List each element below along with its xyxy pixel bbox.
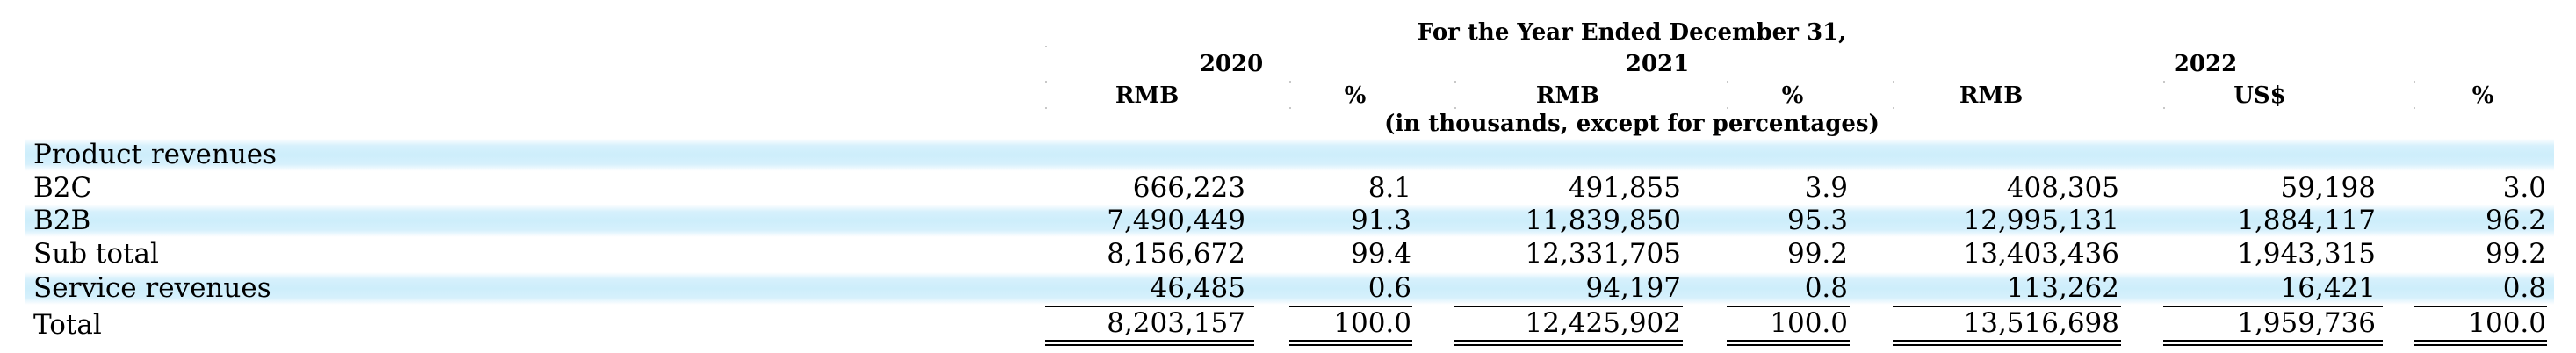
row-label-b2b: B2B — [33, 205, 91, 236]
header-divider-dot — [1454, 81, 1456, 83]
header-divider-dot — [1045, 81, 1047, 83]
cell-service-pct-2022: 0.8 — [2502, 272, 2546, 304]
header-divider-dot — [1289, 81, 1291, 83]
cell-service-rmb-2021: 94,197 — [1585, 272, 1681, 304]
cell-total-pct-2022: 100.0 — [2468, 307, 2546, 339]
cell-b2c-pct-2022: 3.0 — [2502, 172, 2546, 204]
row-label-total: Total — [33, 309, 102, 341]
total-double-rule — [2163, 340, 2383, 342]
header-divider-dot — [1045, 107, 1047, 109]
cell-subtotal-pct-2020: 99.4 — [1350, 238, 1411, 270]
col-head-usd-2022: US$ — [2233, 83, 2286, 109]
row-label-sub-total: Sub total — [33, 238, 159, 270]
cell-b2c-rmb-2022: 408,305 — [2006, 172, 2119, 204]
cell-total-rmb-2021: 12,425,902 — [1525, 307, 1682, 339]
col-head-pct-2022: % — [2471, 83, 2494, 109]
subtotal-rule — [1727, 306, 1850, 307]
cell-subtotal-pct-2021: 99.2 — [1786, 238, 1848, 270]
year-2021-heading: 2021 — [1625, 51, 1690, 77]
header-divider-dot — [2414, 81, 2415, 83]
cell-total-usd-2022: 1,959,736 — [2237, 307, 2376, 339]
cell-b2b-rmb-2021: 11,839,850 — [1525, 205, 1682, 236]
cell-service-pct-2020: 0.6 — [1367, 272, 1411, 304]
cell-subtotal-pct-2022: 99.2 — [2485, 238, 2546, 270]
cell-total-rmb-2020: 8,203,157 — [1107, 307, 1245, 339]
col-head-pct-2020: % — [1344, 83, 1367, 109]
total-double-rule — [2414, 340, 2547, 342]
cell-subtotal-rmb-2022: 13,403,436 — [1963, 238, 2120, 270]
cell-service-usd-2022: 16,421 — [2280, 272, 2376, 304]
cell-b2c-pct-2021: 3.9 — [1804, 172, 1848, 204]
total-double-rule — [1289, 340, 1412, 342]
header-divider-dot — [1727, 81, 1728, 83]
total-double-rule — [1045, 340, 1254, 342]
subtotal-rule — [1289, 306, 1412, 307]
subtotal-rule — [2163, 306, 2383, 307]
row-label-product-revenues: Product revenues — [33, 139, 278, 170]
subtotal-rule — [1454, 306, 1683, 307]
units-note: (in thousands, except for percentages) — [1384, 111, 1880, 137]
cell-b2b-rmb-2022: 12,995,131 — [1963, 205, 2120, 236]
total-double-rule — [2414, 344, 2547, 346]
header-divider-dot — [2163, 107, 2165, 109]
subtotal-rule — [1045, 306, 1254, 307]
cell-b2b-usd-2022: 1,884,117 — [2237, 205, 2376, 236]
total-double-rule — [1454, 344, 1683, 346]
total-double-rule — [1893, 340, 2121, 342]
row-band — [25, 139, 2554, 171]
year-2020-heading: 2020 — [1199, 51, 1264, 77]
cell-subtotal-rmb-2020: 8,156,672 — [1107, 238, 1245, 270]
row-band — [25, 272, 2554, 305]
cell-b2b-pct-2022: 96.2 — [2485, 205, 2546, 236]
cell-total-pct-2020: 100.0 — [1333, 307, 1411, 339]
total-double-rule — [1727, 344, 1850, 346]
total-double-rule — [1045, 344, 1254, 346]
cell-total-rmb-2022: 13,516,698 — [1963, 307, 2120, 339]
cell-subtotal-usd-2022: 1,943,315 — [2237, 238, 2376, 270]
row-band — [25, 205, 2554, 237]
cell-b2c-rmb-2020: 666,223 — [1132, 172, 1245, 204]
subtotal-rule — [2414, 306, 2547, 307]
row-label-b2c: B2C — [33, 172, 92, 204]
cell-subtotal-rmb-2021: 12,331,705 — [1525, 238, 1682, 270]
header-divider-dot — [1893, 107, 1894, 109]
cell-b2b-pct-2020: 91.3 — [1350, 205, 1411, 236]
cell-service-rmb-2022: 113,262 — [2006, 272, 2119, 304]
total-double-rule — [1727, 340, 1850, 342]
header-divider-dot — [1893, 81, 1894, 83]
cell-b2b-rmb-2020: 7,490,449 — [1107, 205, 1245, 236]
header-divider-dot — [1289, 107, 1291, 109]
header-divider-dot — [1727, 107, 1728, 109]
total-double-rule — [1454, 340, 1683, 342]
total-double-rule — [1289, 344, 1412, 346]
col-head-rmb-2022: RMB — [1959, 83, 2024, 109]
cell-b2c-rmb-2021: 491,855 — [1568, 172, 1681, 204]
cell-service-rmb-2020: 46,485 — [1150, 272, 1245, 304]
header-divider-dot — [2163, 81, 2165, 83]
header-divider-dot — [1454, 107, 1456, 109]
cell-b2b-pct-2021: 95.3 — [1786, 205, 1848, 236]
col-head-pct-2021: % — [1781, 83, 1804, 109]
year-2022-heading: 2022 — [2173, 51, 2238, 77]
cell-total-pct-2021: 100.0 — [1770, 307, 1848, 339]
col-head-rmb-2020: RMB — [1115, 83, 1180, 109]
subtotal-rule — [1893, 306, 2121, 307]
header-divider-dot — [2414, 107, 2415, 109]
col-head-rmb-2021: RMB — [1535, 83, 1600, 109]
total-double-rule — [2163, 344, 2383, 346]
row-label-service-revenues: Service revenues — [33, 272, 271, 304]
header-divider-dot — [1045, 46, 1047, 47]
cell-b2c-pct-2020: 8.1 — [1367, 172, 1411, 204]
period-title: For the Year Ended December 31, — [1417, 19, 1847, 46]
cell-service-pct-2021: 0.8 — [1804, 272, 1848, 304]
cell-b2c-usd-2022: 59,198 — [2280, 172, 2376, 204]
total-double-rule — [1893, 344, 2121, 346]
